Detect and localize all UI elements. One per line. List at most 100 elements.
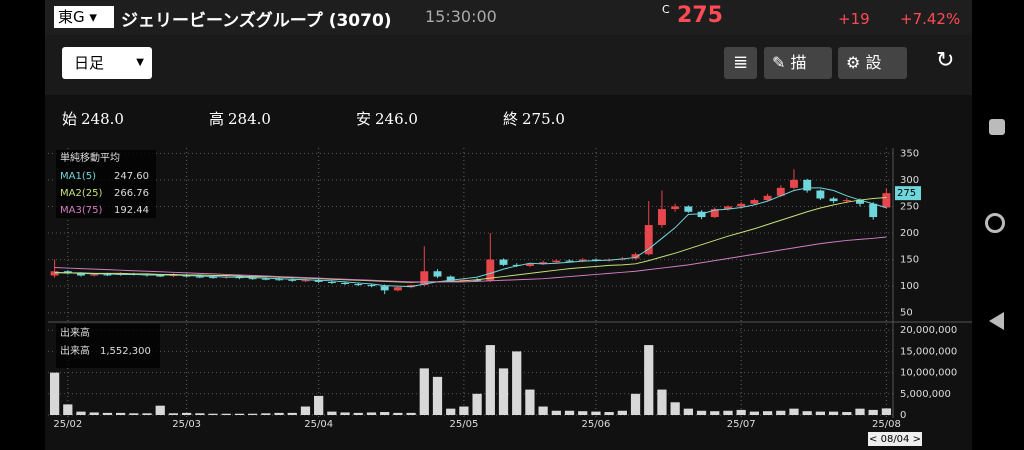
candle-body [499,259,508,265]
legend-value: 1,552,300 [100,346,151,357]
draw-label: 描画 [790,53,813,72]
y-tick-label: 350 [900,148,919,159]
change: +19 [838,10,870,28]
volume-bar [525,389,535,415]
volume-bar [102,412,113,415]
candle-body [856,200,864,204]
candle-body [248,278,257,280]
legend-value: 247.60 [114,171,149,182]
candle-body [684,206,693,212]
volume-bar [498,368,509,415]
ohlc-value: 275.0 [522,110,565,128]
volume-bar [380,412,390,415]
candle-body [314,280,323,282]
ohlc-item: 終 275.0 [503,108,650,129]
nav-recents[interactable] [989,119,1005,135]
volume-bar [366,412,377,415]
market: 東G [58,8,85,26]
volume-bar [221,413,231,415]
y-tick-label: 5,000,000 [900,389,951,400]
candle-body [486,259,495,281]
ohlc-item: 高 284.0 [209,108,356,129]
volume-bar [261,413,271,415]
ohlc-label: 始 [62,110,78,128]
volume-bar [868,409,878,415]
chart: 50 100 150 200 250 300 350 0 5,000,000 10,000,000… [48,148,972,446]
volume-bar [340,412,350,415]
candle-body [341,282,350,284]
volume-bar [459,406,469,415]
volume-bar [182,412,192,415]
volume-bar [842,412,852,415]
nav-back[interactable] [989,312,1004,330]
header-bar [45,0,972,35]
volume-bar [776,410,786,415]
candle-body [446,276,455,281]
volume-bar [710,411,720,415]
settings-button[interactable]: ⚙ 設定 [838,47,907,79]
period-select[interactable]: 日足 ▼ [62,47,152,79]
legend-name: MA3(75) [60,205,102,216]
volume-bar [248,413,258,415]
candle-body [724,206,732,210]
volume-bar [512,351,522,415]
y-tick-label: 250 [900,201,919,212]
volume-bar [564,410,575,415]
candle-body [420,271,429,286]
ma-line [54,236,887,283]
volume-bar [234,413,245,415]
settings-label: 設定 [865,53,888,72]
volume-bar [393,412,403,415]
candle-body [631,254,640,259]
candle-body [578,259,587,262]
draw-button[interactable]: ✎ 描画 [764,47,832,79]
y-tick-label: 0 [900,410,906,421]
list-button[interactable]: ≣ [724,47,757,79]
candle-body [565,260,574,262]
volume-bar [76,411,86,415]
candle-body [90,274,99,276]
candle-body [829,198,838,202]
legend-name: MA1(5) [60,171,96,182]
volume-bar [617,410,627,415]
y-tick-label: 300 [900,175,919,186]
ohlc-value: 284.0 [228,110,271,128]
price: 275 [677,3,723,28]
volume-bar [881,408,892,415]
candle-body [539,262,548,264]
nav-bar [975,0,1024,450]
candle-body [156,275,165,277]
x-tick-label: 25/06 [582,419,611,430]
market-select[interactable]: 東G ▾ [54,6,114,28]
candle-body [367,285,376,287]
legend-name: 出来高 [60,344,90,357]
candle-body [393,287,402,291]
ma-line [54,197,887,283]
volume-bar [578,411,588,415]
legend-value: 192.44 [114,205,149,216]
ohlc-value: 248.0 [81,110,124,128]
volume-bar [538,406,548,415]
candle-body [671,206,680,210]
legend-title: 出来高 [60,326,90,339]
y-tick-label: 20,000,000 [900,325,957,336]
cursor-label: < 08/04 > [869,434,921,445]
volume-bar [300,406,311,415]
ohlc-label: 終 [503,110,519,128]
nav-home[interactable] [985,213,1005,233]
refresh-button[interactable]: ↻ [936,48,955,73]
volume-bar [432,376,443,415]
volume-bar [353,412,363,415]
price-tag-label: 275 [897,188,916,199]
volume-bar [274,412,284,415]
candle-body [433,271,442,277]
volume-bar [630,393,641,415]
volume-bar [604,412,614,415]
candle-body [77,273,85,276]
x-tick-label: 25/05 [449,419,478,430]
candle-body [103,274,112,276]
y-tick-label: 15,000,000 [900,346,957,357]
price-tag [895,186,921,201]
